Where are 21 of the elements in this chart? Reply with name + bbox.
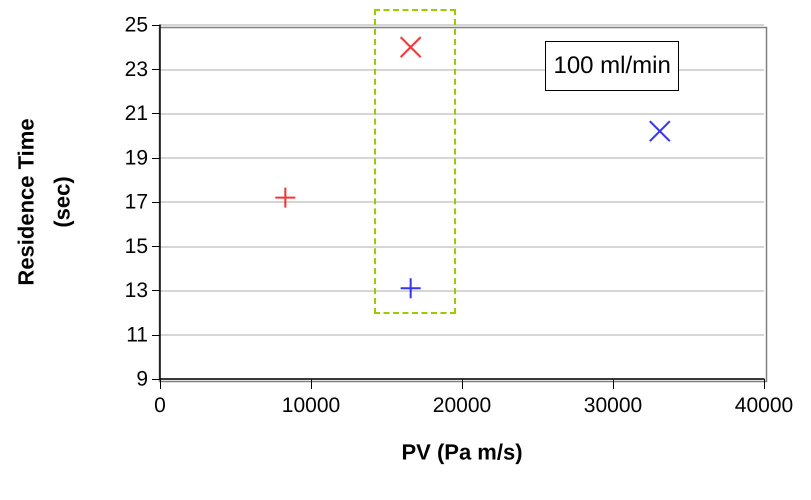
x-tick-label: 40000 bbox=[734, 394, 794, 417]
annotation: 100 ml/min bbox=[545, 40, 679, 91]
point bbox=[400, 277, 422, 300]
y-tick-label: 23 bbox=[124, 58, 148, 81]
x-axis-title: PV (Pa m/s) bbox=[401, 440, 523, 464]
point bbox=[274, 186, 296, 209]
y-tick-label: 11 bbox=[126, 323, 148, 346]
x-tick-label: 0 bbox=[154, 394, 166, 417]
x-tick-label: 20000 bbox=[432, 394, 492, 417]
x-tick-label: 10000 bbox=[282, 394, 340, 417]
y-tick-label: 15 bbox=[124, 234, 148, 258]
point bbox=[400, 36, 422, 58]
y-tick-label: 13 bbox=[124, 279, 148, 302]
y-tick-label: 25 bbox=[124, 14, 148, 36]
y-tick-label: 17 bbox=[124, 190, 148, 214]
y-tick-label: 21 bbox=[124, 102, 148, 125]
y-axis-title: Residence Time (sec) bbox=[14, 118, 74, 286]
x-tick-label: 30000 bbox=[584, 394, 642, 417]
y-tick-label: 19 bbox=[124, 146, 148, 170]
point bbox=[648, 120, 671, 142]
y-tick-label: 9 bbox=[136, 368, 148, 390]
